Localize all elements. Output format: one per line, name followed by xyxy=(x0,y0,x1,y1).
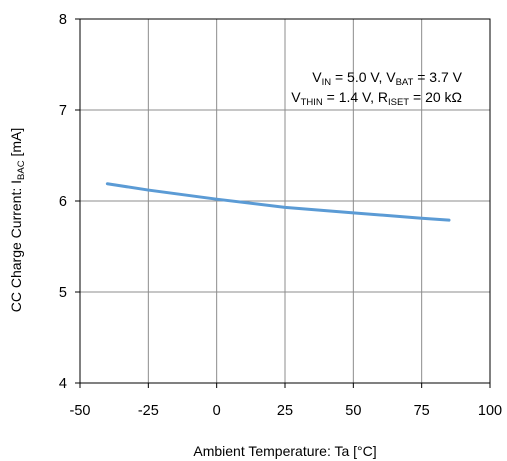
y-axis-ticks: 4 5 6 7 8 xyxy=(59,12,80,392)
grid-lines xyxy=(80,19,490,383)
x-axis-label: Ambient Temperature: Ta [°C] xyxy=(193,443,376,459)
y-tick-label: 8 xyxy=(59,12,67,28)
y-tick-label: 6 xyxy=(59,194,67,210)
annotation-line-1: VIN = 5.0 V, VBAT = 3.7 V xyxy=(312,69,462,88)
x-tick-label: 100 xyxy=(478,403,502,419)
x-tick-label: 75 xyxy=(414,403,430,419)
x-tick-label: 50 xyxy=(345,403,361,419)
x-tick-label: -50 xyxy=(70,403,91,419)
series-line xyxy=(105,182,451,222)
annotation-line-2: VTHIN = 1.4 V, RISET = 20 kΩ xyxy=(291,89,462,108)
y-tick-label: 7 xyxy=(59,103,67,119)
x-axis-ticks: -50 -25 0 25 50 75 100 xyxy=(70,383,502,419)
y-tick-label: 4 xyxy=(59,376,67,392)
x-tick-label: -25 xyxy=(138,403,159,419)
series-group xyxy=(105,182,451,222)
y-axis-label: CC Charge Current: IBAC [mA] xyxy=(8,128,27,313)
x-tick-label: 0 xyxy=(213,403,221,419)
y-tick-label: 5 xyxy=(59,285,67,301)
x-tick-label: 25 xyxy=(277,403,293,419)
